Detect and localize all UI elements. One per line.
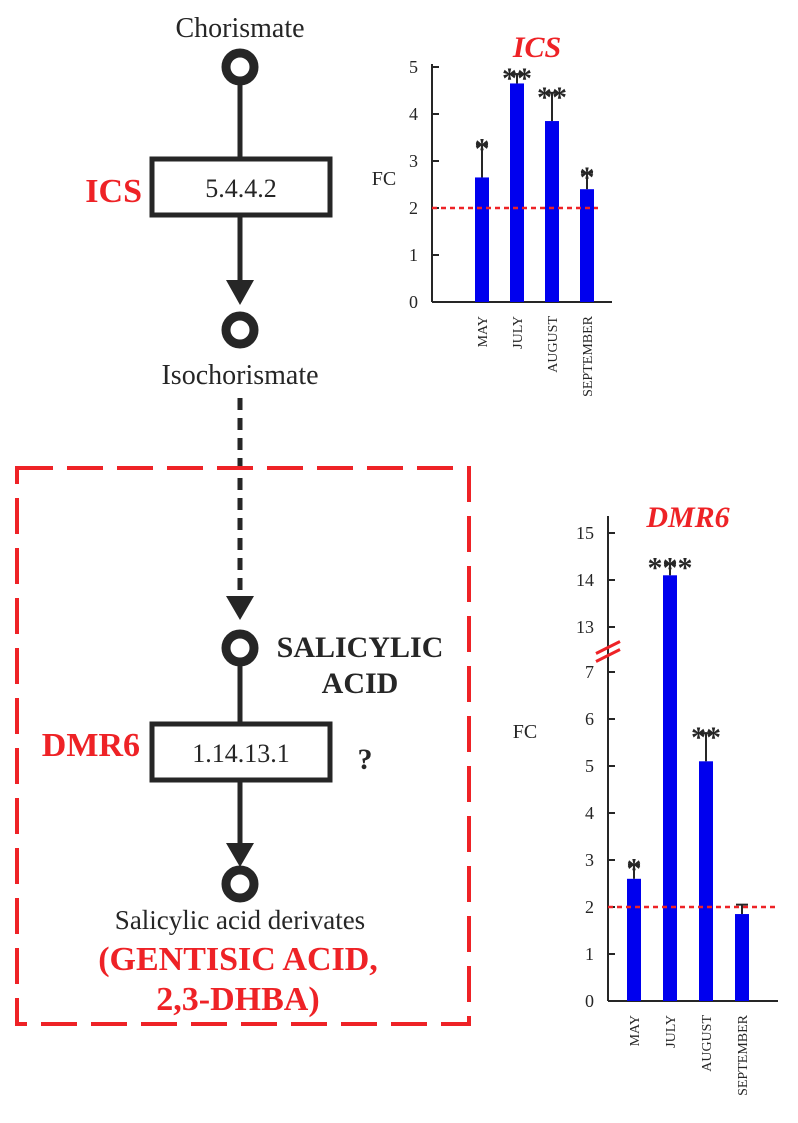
question-mark: ? [358, 743, 373, 776]
chorismate-node [221, 48, 259, 86]
dmr6-bar [735, 914, 749, 1001]
dmr6-bar [627, 878, 641, 1001]
derivates-examples-line2: 2,3-DHBA) [156, 981, 319, 1018]
dmr6-x-tick-label: MAY [628, 1015, 643, 1046]
ics-bar [580, 189, 594, 302]
ics-x-tick-label: SEPTEMBER [581, 315, 596, 397]
derivates-label: Salicylic acid derivates [115, 905, 365, 935]
dmr6-bar [663, 575, 677, 1001]
dmr6-significance-label: ** [691, 721, 721, 754]
dmr6-chart-ylabel: FC [513, 721, 537, 743]
pathway-diagram: Chorismate ICS 5.4.4.2 Isochorismate SAL… [15, 13, 471, 1026]
dmr6-y-tick-label: 13 [576, 617, 594, 637]
dmr6-y-tick-label: 6 [585, 709, 594, 729]
ics-bar-chart: ICS FC 0 1 2 3 4 5 * MAY ** JULY ** AUGUST * SEPTEMBE… [372, 31, 612, 397]
dmr6-y-tick-label: 14 [576, 570, 594, 590]
dmr6-x-tick-label: SEPTEMBER [736, 1014, 751, 1096]
arrow-down-icon [226, 280, 254, 305]
dmr6-enzyme-label: DMR6 [42, 727, 140, 764]
ics-significance-label: * [580, 161, 595, 194]
ics-chart-title: ICS [512, 31, 561, 64]
dmr6-x-tick-label: JULY [664, 1015, 679, 1048]
ics-y-tick-label: 3 [409, 151, 418, 171]
ics-y-tick-label: 4 [409, 104, 418, 124]
dmr6-ec-box [149, 721, 333, 783]
ics-chart-ylabel: FC [372, 168, 396, 190]
dmr6-y-tick-label: 3 [585, 850, 594, 870]
ics-ec-number: 5.4.4.2 [205, 174, 277, 203]
dmr6-bar [699, 761, 713, 1001]
ics-x-tick-label: AUGUST [546, 316, 561, 373]
dmr6-chart-title: DMR6 [645, 501, 729, 534]
derivates-examples-line1: (GENTISIC ACID, [98, 941, 378, 978]
salicylic-acid-node [221, 629, 259, 667]
dmr6-y-tick-label: 4 [585, 803, 594, 823]
dmr6-y-tick-label: 0 [585, 991, 594, 1011]
ics-significance-label: ** [537, 81, 567, 114]
dmr6-y-tick-label: 2 [585, 897, 594, 917]
ics-bar [545, 121, 559, 302]
ics-bar [475, 177, 489, 302]
ics-y-tick-label: 0 [409, 292, 418, 312]
dmr6-y-tick-label: 15 [576, 523, 594, 543]
arrow-down-icon [226, 843, 254, 867]
isochorismate-node [221, 311, 259, 349]
isochorismate-label: Isochorismate [161, 360, 318, 391]
dmr6-y-tick-label: 5 [585, 756, 594, 776]
ics-significance-label: * [475, 133, 490, 166]
highlight-dashed-box [15, 466, 471, 1026]
dmr6-ec-number: 1.14.13.1 [192, 739, 290, 768]
derivates-node [221, 865, 259, 903]
dmr6-bar-chart: DMR6 FC 0 1 2 3 4 5 6 7 13 14 15 * MAY *** JULY ** AUGUS… [513, 501, 778, 1096]
ics-y-tick-label: 1 [409, 245, 418, 265]
dmr6-y-tick-label: 7 [585, 662, 594, 682]
dmr6-axis-break-mark [595, 640, 621, 655]
dmr6-significance-label: *** [648, 552, 693, 585]
ics-y-tick-label: 2 [409, 198, 418, 218]
dmr6-significance-label: * [627, 853, 642, 886]
ics-x-tick-label: MAY [476, 316, 491, 347]
dmr6-x-tick-label: AUGUST [700, 1015, 715, 1072]
ics-x-tick-label: JULY [511, 316, 526, 349]
salicylic-acid-label-line1: SALICYLIC [277, 631, 444, 664]
ics-enzyme-label: ICS [85, 173, 142, 210]
ics-bar [510, 83, 524, 302]
chorismate-label: Chorismate [175, 13, 304, 44]
dmr6-y-tick-label: 1 [585, 944, 594, 964]
ics-y-tick-label: 5 [409, 57, 418, 77]
dmr6-axis-break-mark [595, 648, 621, 663]
arrow-down-icon [226, 596, 254, 620]
ics-ec-box [149, 156, 333, 218]
ics-significance-label: ** [502, 62, 532, 95]
salicylic-acid-label-line2: ACID [322, 667, 399, 700]
